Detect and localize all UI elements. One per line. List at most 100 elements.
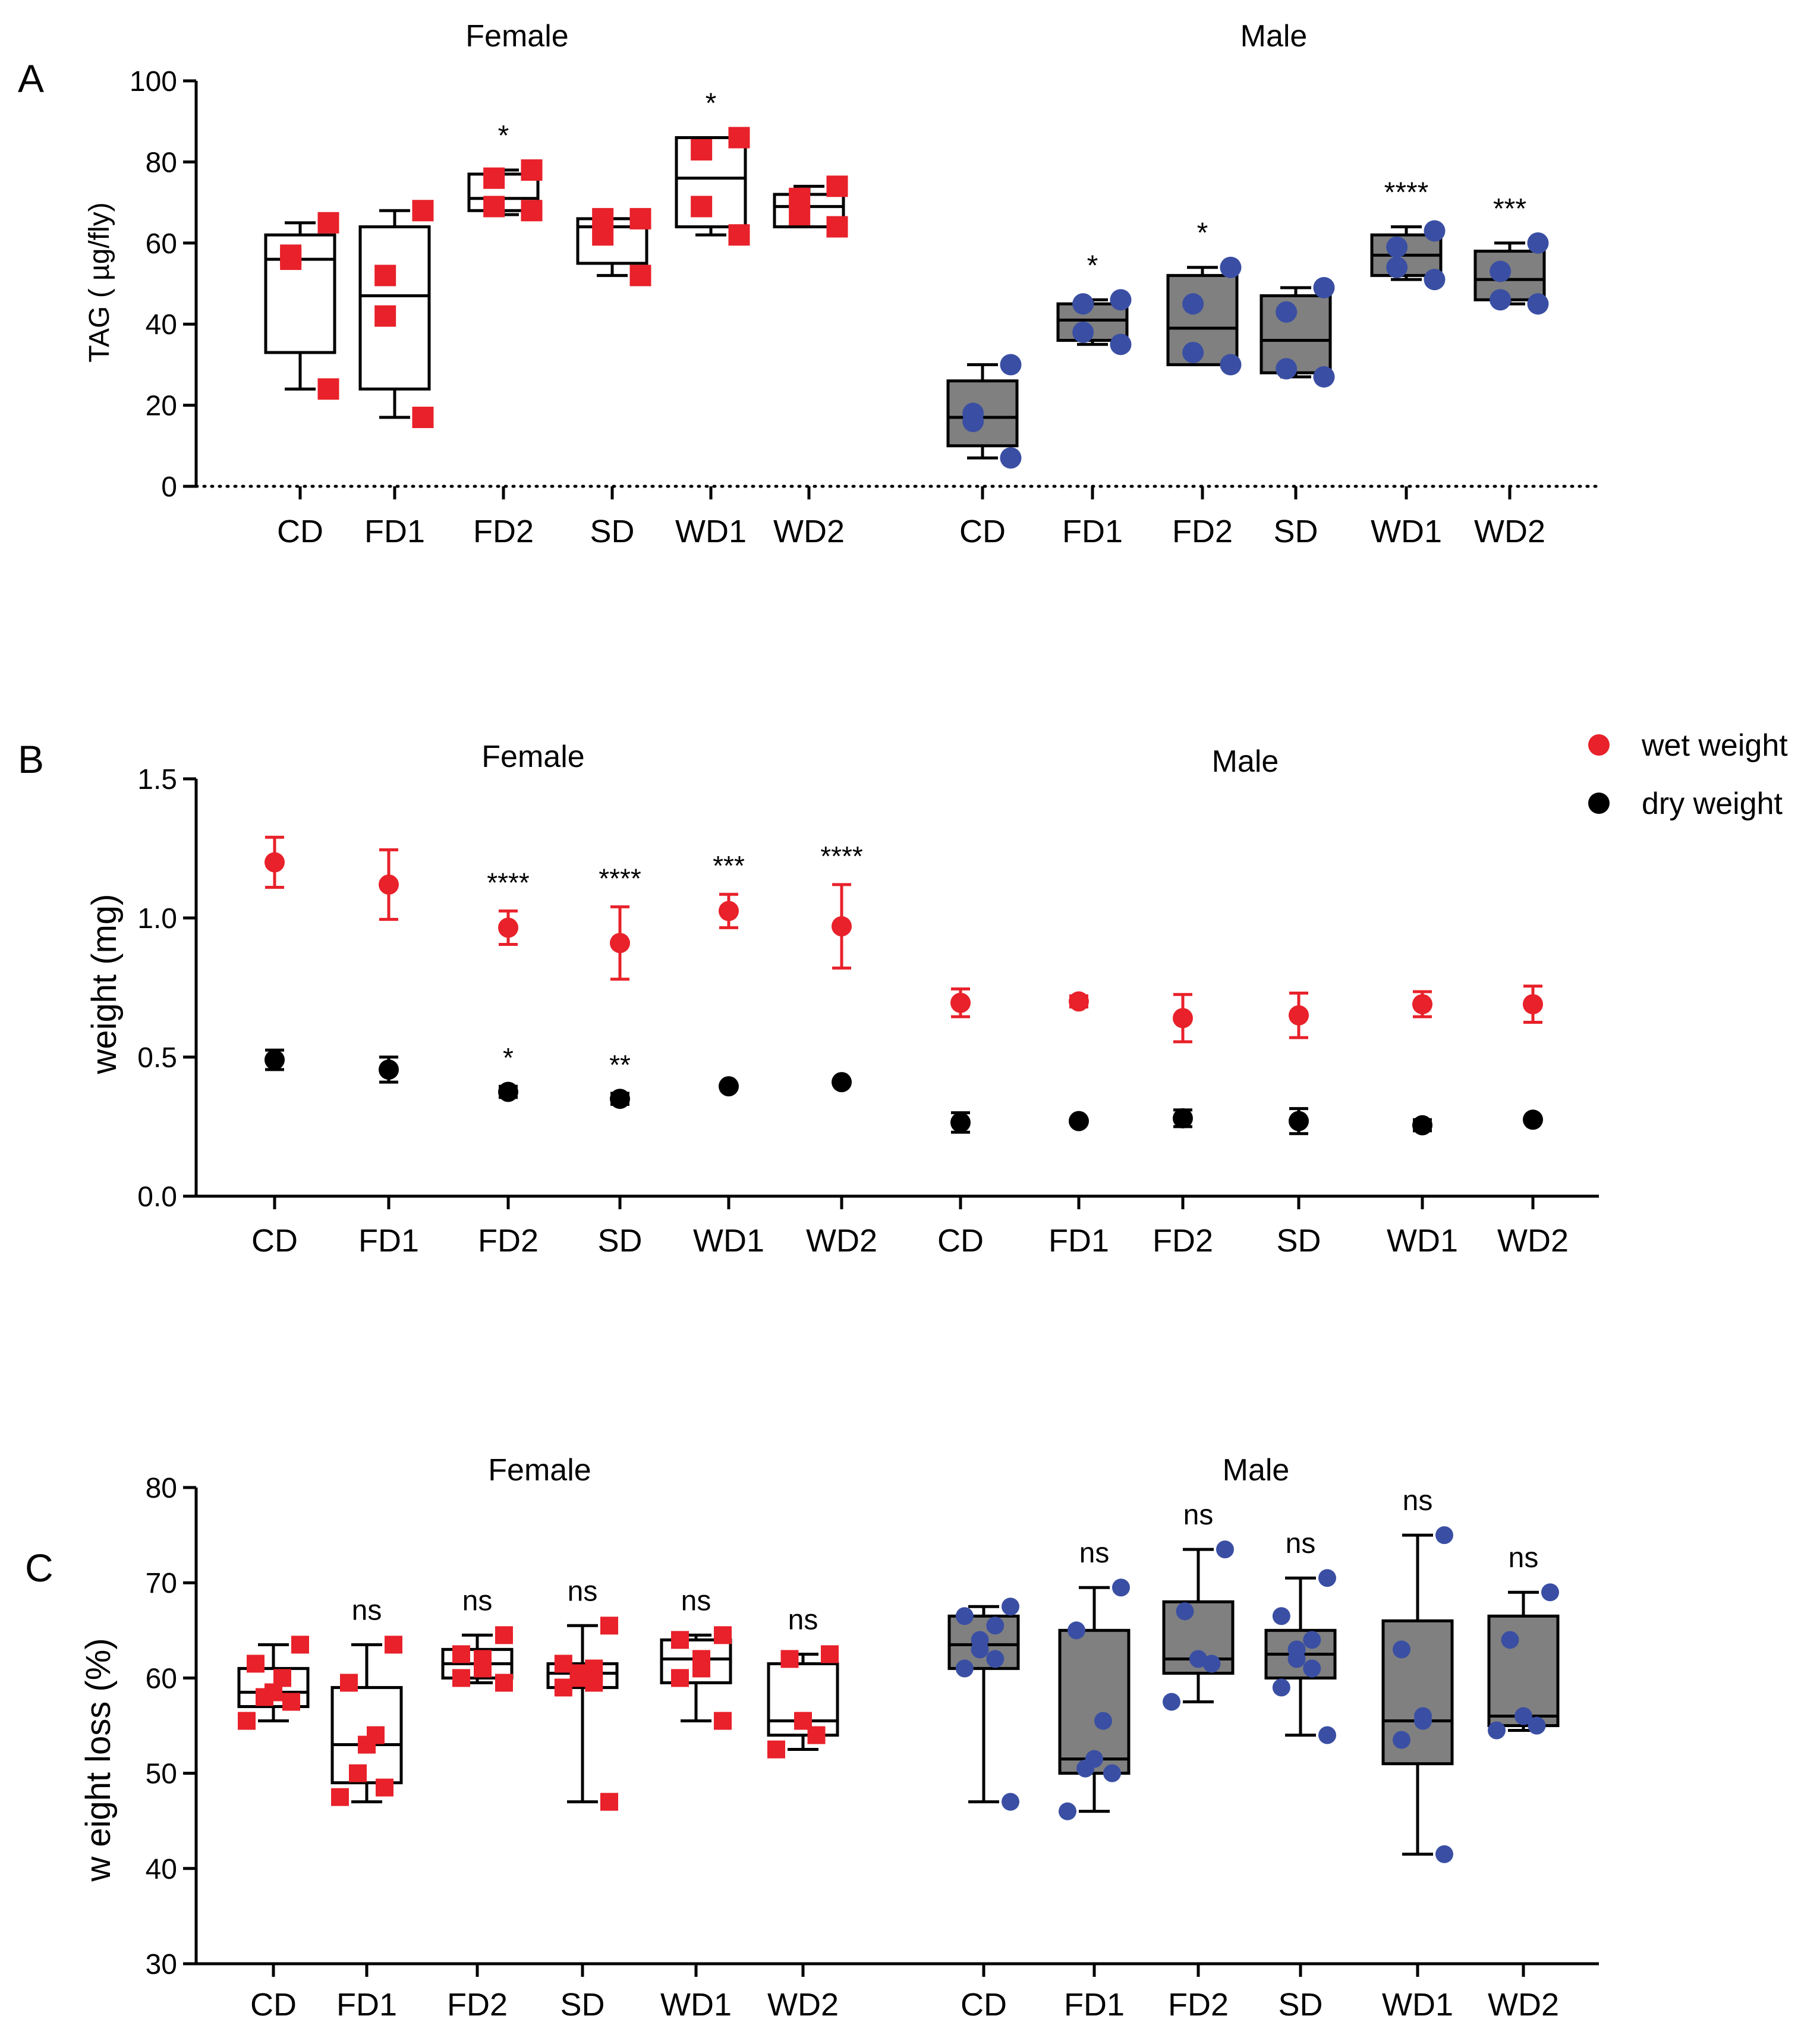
significance-label: * [1087,250,1098,281]
data-point-dry [719,1076,739,1097]
data-point-circle [955,1659,974,1678]
data-point-dry [379,1059,399,1080]
data-point-circle [1318,1569,1336,1587]
data-point-square [789,204,811,226]
data-point-square [495,1626,513,1644]
panel-a-male-title: Male [1240,19,1308,54]
data-point-square [452,1669,470,1687]
significance-label: * [706,87,717,119]
data-point-square [714,1626,732,1644]
data-point-circle [1501,1631,1519,1649]
significance-label: * [498,120,509,152]
data-point-square [317,378,339,400]
data-point-circle [986,1617,1005,1635]
x-category-label: FD2 [1172,514,1233,549]
x-category-label: SD [560,1987,604,2023]
y-tick-label: 20 [146,391,177,422]
data-point-circle [1414,1712,1432,1730]
data-point-circle [1287,1650,1306,1668]
data-point-circle [986,1650,1005,1668]
data-point-circle [1103,1764,1121,1782]
data-point-square [826,175,848,197]
data-point-circle [1110,334,1132,356]
data-point-square [256,1688,273,1706]
data-point-square [483,167,505,189]
box-iqr [1058,1628,1131,1775]
data-point-square [600,1617,618,1635]
x-category-label: FD2 [1168,1987,1229,2023]
data-point-circle [1189,1650,1207,1668]
panel-a-y-label: TAG ( µg/fly) [84,202,115,362]
significance-label: ns [1286,1528,1316,1559]
data-point-square [452,1645,470,1663]
y-tick-label: 60 [146,228,177,260]
data-point-circle [1488,1721,1506,1740]
data-point-square [767,1740,785,1759]
significance-label: ns [1079,1537,1110,1569]
data-point-dry [1289,1111,1309,1131]
x-category-label: CD [277,514,323,549]
data-point-wet [379,874,399,895]
data-point-square [340,1674,358,1692]
panel-c-male-title: Male [1223,1453,1290,1488]
significance-label: *** [713,850,745,881]
significance-label: *** [1493,193,1526,225]
data-point-circle [1220,256,1242,278]
data-point-square [592,224,614,246]
data-point-circle [1076,1759,1094,1778]
x-category-label: CD [251,1223,298,1259]
data-point-circle [1424,269,1446,291]
data-point-square [247,1655,265,1673]
x-category-label: WD1 [675,514,747,549]
y-tick-label: 1.5 [137,764,177,795]
data-point-square [691,139,713,161]
x-category-label: FD1 [1062,514,1123,549]
data-point-dry [950,1112,971,1133]
data-point-square [385,1636,402,1654]
data-point-circle [1182,293,1204,315]
data-point-circle [1000,447,1022,469]
data-point-square [600,1793,618,1811]
data-point-square [554,1678,572,1697]
data-point-square [238,1712,256,1730]
data-point-circle [1176,1602,1194,1621]
data-point-circle [1110,289,1132,311]
data-point-circle [1435,1845,1453,1863]
panel-b-female-title: Female [481,740,584,774]
data-point-circle [1112,1578,1130,1597]
data-point-square [474,1659,492,1678]
data-point-square [280,249,302,271]
panel-a-label: A [18,56,44,100]
box-iqr [947,1614,1020,1670]
significance-label: ** [609,1049,631,1080]
panel-c-y-label: w eight loss (%) [79,1638,118,1882]
significance-label: ns [1183,1499,1214,1531]
significance-label: * [1197,218,1208,249]
data-point-wet [1523,994,1543,1015]
significance-label: ns [1403,1485,1433,1517]
data-point-square [317,212,339,234]
x-category-label: FD2 [447,1987,508,2023]
data-point-circle [1002,1793,1019,1811]
data-point-dry [1412,1115,1432,1136]
x-category-label: WD1 [693,1223,764,1259]
box-iqr [1162,1600,1235,1675]
y-tick-label: 70 [146,1568,177,1599]
x-category-label: SD [1276,1223,1321,1259]
data-point-circle [1303,1631,1321,1649]
x-category-label: SD [1278,1987,1323,2023]
y-tick-label: 30 [146,1949,177,1980]
x-category-label: WD2 [1488,1987,1559,2023]
y-tick-label: 0.0 [137,1181,177,1213]
y-tick-label: 40 [146,309,177,341]
data-point-square [358,1735,376,1754]
data-point-square [412,200,434,222]
data-point-circle [1386,256,1408,278]
x-category-label: SD [1273,514,1318,549]
data-point-circle [1386,236,1408,258]
data-point-circle [1072,321,1094,343]
x-category-label: WD1 [660,1987,732,2023]
significance-label: ns [352,1595,382,1626]
x-category-label: FD2 [473,514,534,549]
